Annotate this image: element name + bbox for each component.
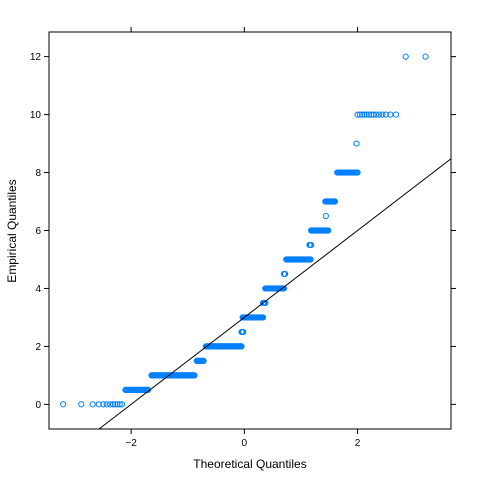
- y-tick-label: 0: [35, 400, 41, 411]
- data-point: [382, 111, 389, 118]
- data-point: [200, 357, 207, 364]
- data-point: [359, 111, 366, 118]
- x-tick-label: 2: [355, 438, 361, 449]
- y-tick-label: 4: [35, 284, 41, 295]
- data-point: [422, 53, 429, 60]
- data-point: [402, 53, 409, 60]
- data-point: [354, 111, 361, 118]
- data-point: [375, 111, 383, 118]
- data-point: [331, 198, 339, 205]
- y-tick-label: 10: [30, 110, 42, 121]
- data-point: [240, 328, 247, 336]
- data-point: [116, 401, 123, 408]
- data-point: [325, 227, 332, 234]
- x-axis-title: Theoretical Quantiles: [193, 457, 306, 471]
- data-point: [307, 256, 314, 263]
- y-tick-label: 12: [30, 52, 42, 63]
- data-point: [114, 401, 121, 408]
- data-point: [373, 111, 380, 118]
- data-point: [60, 401, 67, 408]
- data-point: [238, 343, 245, 350]
- data-point: [392, 111, 400, 118]
- data-point: [89, 401, 96, 408]
- data-point: [282, 270, 289, 278]
- data-point: [100, 401, 107, 408]
- data-point: [308, 241, 315, 249]
- reference-line: [98, 158, 452, 430]
- plot-frame: [48, 31, 452, 430]
- y-axis-title: Empirical Quantiles: [5, 179, 19, 282]
- data-point: [322, 212, 329, 220]
- y-tick-label: 8: [35, 168, 41, 179]
- data-point: [353, 140, 360, 147]
- data-point: [365, 111, 372, 118]
- data-point: [103, 401, 110, 408]
- data-point: [118, 401, 126, 408]
- points-layer: [60, 53, 429, 408]
- data-point: [361, 111, 368, 118]
- data-point: [259, 314, 267, 321]
- y-tick-label: 2: [35, 342, 41, 353]
- ticks-layer: −2 0 2 0 2 4 6 8 10 12: [30, 27, 456, 449]
- data-point: [109, 401, 117, 408]
- data-point: [112, 401, 119, 408]
- data-point: [95, 401, 102, 408]
- data-point: [191, 372, 198, 379]
- data-point: [363, 111, 370, 118]
- data-point: [354, 169, 361, 176]
- data-point: [78, 401, 85, 408]
- x-tick-label: 0: [242, 438, 248, 449]
- data-point: [379, 111, 386, 118]
- data-point: [356, 111, 363, 118]
- y-tick-label: 6: [35, 226, 41, 237]
- x-tick-label: −2: [125, 438, 137, 449]
